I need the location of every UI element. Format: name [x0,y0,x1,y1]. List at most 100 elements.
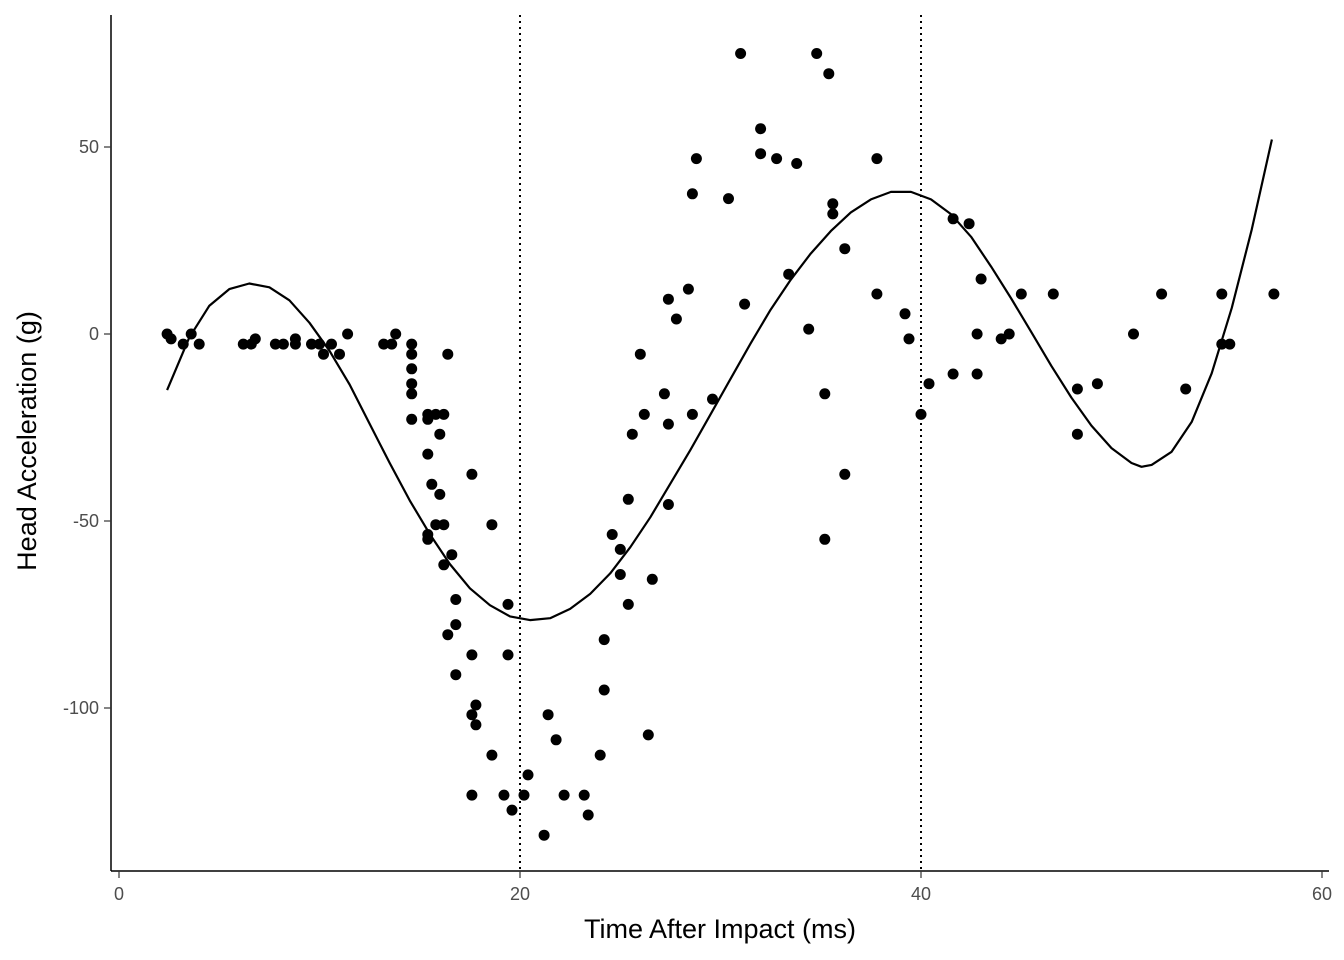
x-tick-label: 40 [911,884,931,904]
data-point [1216,288,1228,300]
data-point [542,709,554,721]
y-tick-label: -100 [63,698,99,718]
data-point [1268,288,1280,300]
data-point [614,569,626,580]
data-point [642,729,654,741]
data-point [450,669,462,681]
data-point [971,328,983,340]
data-point [434,428,446,440]
data-point [658,388,670,400]
data-point [237,338,249,350]
data-point [269,338,281,350]
y-tick-label: -50 [73,511,99,531]
data-point [682,283,694,295]
data-point [430,408,442,420]
data-point [598,634,610,646]
data-point [422,448,434,460]
data-point [430,519,442,531]
data-point [438,408,450,420]
data-point [466,789,478,801]
data-point [486,519,498,531]
data-point [707,393,718,405]
data-point [827,208,839,220]
data-point [442,629,454,641]
data-point [947,368,959,380]
data-point [670,313,682,325]
data-point [923,378,935,390]
data-point [558,789,570,801]
data-point [723,193,734,205]
data-point [819,388,831,400]
data-point [903,333,915,345]
data-point [626,428,638,440]
data-point [498,789,510,801]
data-point [827,198,839,210]
data-point [578,789,590,801]
data-point [662,499,674,510]
data-point [386,338,398,350]
data-point [422,533,434,545]
fit-line [166,139,1273,622]
data-point [582,809,594,821]
data-point [422,413,434,425]
data-point [1224,338,1236,350]
data-point [755,148,767,160]
data-point [803,323,815,335]
data-point [306,338,317,350]
data-point [819,533,831,545]
data-point [947,213,959,225]
data-point [470,719,482,731]
data-point [326,338,337,350]
data-points [161,48,1280,841]
data-point [434,488,446,500]
data-point [406,388,418,400]
data-point [975,273,987,285]
data-point [406,378,418,390]
data-point [518,789,530,801]
data-point [622,493,634,505]
data-point [755,123,767,135]
data-point [442,348,454,360]
data-point [971,368,983,380]
data-point [342,328,354,340]
data-point [662,418,674,430]
y-axis-title: Head Acceleration (g) [12,311,42,571]
data-point [378,338,390,350]
data-point [1180,383,1192,395]
y-ticks: 50 0 -50 -100 [63,137,111,718]
data-point [690,153,702,165]
data-point [1216,338,1228,350]
data-point [1015,288,1027,300]
data-point [686,408,698,420]
data-point [662,293,674,305]
y-tick-label: 0 [89,324,99,344]
data-point [506,804,518,816]
data-point [771,153,783,165]
data-point [1091,378,1103,390]
data-point [185,328,197,340]
data-point [289,338,301,350]
y-tick-label: 50 [79,137,99,157]
data-point [598,684,610,696]
data-point [406,413,418,425]
data-point [739,298,751,310]
reference-lines [519,15,922,871]
data-point [450,594,462,605]
data-point [1003,328,1015,340]
data-point [995,333,1007,345]
data-point [406,363,418,375]
data-point [622,598,634,610]
data-point [606,529,618,540]
data-point [177,338,189,350]
data-point [871,288,883,300]
fit-line-group [166,139,1273,622]
data-point [466,709,478,721]
data-point [502,598,514,610]
data-point [594,749,606,761]
data-point [646,573,658,585]
x-tick-label: 0 [114,884,124,904]
data-point [1071,383,1083,395]
data-point [466,468,478,480]
data-point [406,348,418,360]
data-point [334,348,345,360]
